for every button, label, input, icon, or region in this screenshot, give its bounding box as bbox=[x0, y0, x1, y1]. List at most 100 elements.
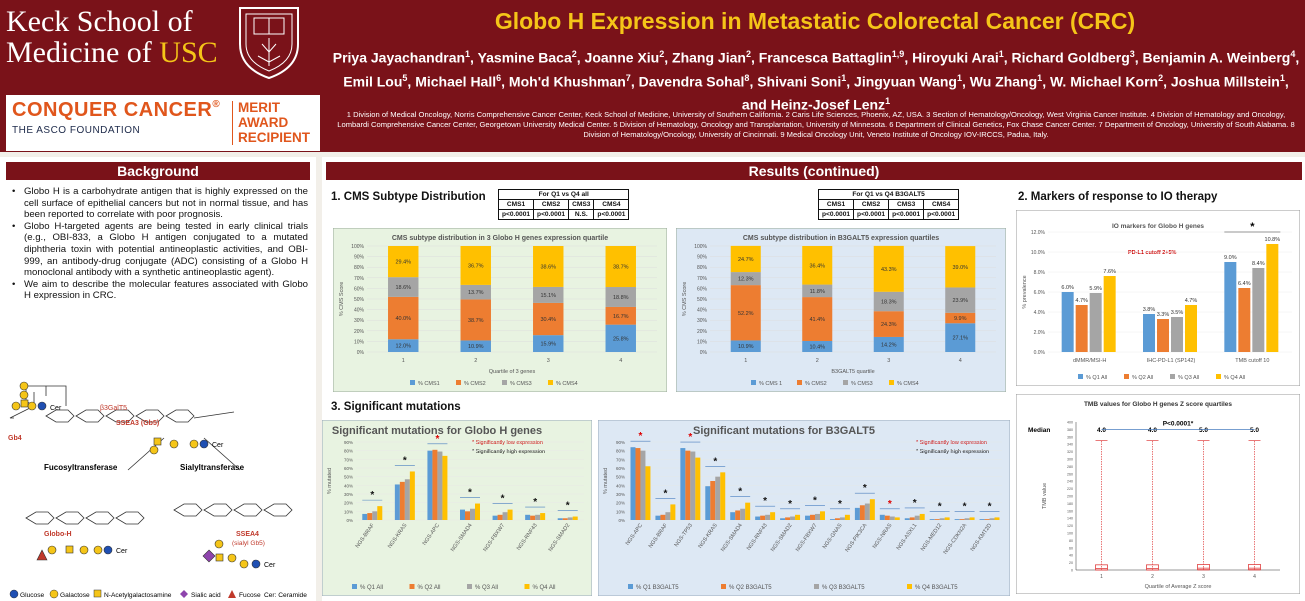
x-tick-label: 3 bbox=[887, 358, 890, 364]
background-list: Globo H is a carbohydrate antigen that i… bbox=[10, 186, 308, 302]
table2-title: For Q1 vs Q4 B3GALT5 bbox=[817, 189, 960, 200]
y-tick-label: 20% bbox=[354, 329, 365, 335]
x-tick-label: 2 bbox=[1151, 574, 1154, 580]
box bbox=[1146, 564, 1159, 571]
chart-background bbox=[1016, 394, 1300, 594]
table-head: CMS2 bbox=[533, 199, 570, 210]
cms-chart-b3galt5: CMS subtype distribution in B3GALT5 expr… bbox=[676, 228, 1006, 392]
table-cell: N.S. bbox=[568, 209, 595, 220]
keck-usc-logo: Keck School of Medicine of USC bbox=[6, 6, 218, 68]
legend-swatch bbox=[548, 380, 553, 385]
author-affil-num: 1 bbox=[465, 49, 471, 59]
x-tick-label: 2 bbox=[474, 358, 477, 364]
author-affil-num: 2 bbox=[1158, 72, 1164, 83]
legend-label: % CMS3 bbox=[851, 381, 873, 387]
stacked-bar-segment bbox=[730, 340, 761, 352]
bar bbox=[720, 472, 726, 520]
legend-swatch bbox=[524, 584, 530, 589]
stacked-bar-segment bbox=[945, 246, 976, 288]
data-label: 9.0% bbox=[1224, 255, 1237, 261]
y-axis-label: TMB value bbox=[1042, 483, 1048, 509]
bar bbox=[1061, 292, 1074, 352]
legend-swatch bbox=[1216, 374, 1221, 379]
bar bbox=[984, 519, 990, 520]
legend-label: % Q2 All bbox=[1132, 375, 1153, 381]
y-tick-label: 12.0% bbox=[1031, 230, 1046, 236]
data-label: 13.7% bbox=[468, 290, 484, 296]
data-label: 36.7% bbox=[468, 263, 484, 269]
legend-label: % Q2 B3GALT5 bbox=[729, 585, 772, 591]
y-tick-label: 4.0% bbox=[1034, 310, 1046, 316]
stacked-bar-segment bbox=[388, 246, 419, 278]
author-name: W. Michael Korn bbox=[1049, 73, 1159, 90]
author-affil-num: 6 bbox=[496, 72, 502, 83]
bar bbox=[665, 512, 671, 520]
y-tick-label: 100 bbox=[1067, 532, 1073, 536]
section-cms-title: 1. CMS Subtype Distribution bbox=[331, 191, 486, 203]
significance-marker: * bbox=[963, 501, 967, 512]
bar bbox=[1185, 305, 1197, 352]
significance-marker: * bbox=[938, 501, 942, 512]
stacked-bar-segment bbox=[605, 246, 636, 288]
bar bbox=[909, 517, 915, 520]
x-tick-label: dMMR/MSI-H bbox=[1073, 358, 1106, 364]
significance-marker: * bbox=[403, 455, 407, 466]
x-axis-label: B3GALT5 quartile bbox=[831, 369, 874, 375]
stacked-bar-segment bbox=[460, 284, 491, 300]
stacked-bar-segment bbox=[605, 287, 636, 307]
bar bbox=[367, 513, 373, 520]
data-label: 27.1% bbox=[952, 336, 968, 342]
y-tick-label: 10% bbox=[344, 509, 353, 514]
x-tick-label: 3 bbox=[547, 358, 550, 364]
bar bbox=[1143, 314, 1155, 352]
significance-marker: * bbox=[663, 488, 667, 499]
y-tick-label: 140 bbox=[1067, 517, 1073, 521]
globo-h-label: Globo-H bbox=[44, 531, 72, 538]
bar bbox=[884, 515, 890, 520]
table-head: CMS4 bbox=[923, 199, 960, 210]
data-label: 3.5% bbox=[1171, 310, 1184, 316]
bar bbox=[525, 514, 531, 520]
legend-galnac: N-Acetylgalactosamine bbox=[104, 592, 172, 599]
author-affil-num: 1 bbox=[841, 72, 847, 83]
table-head: CMS3 bbox=[888, 199, 925, 210]
ssea4-label: SSEA4 bbox=[236, 531, 259, 538]
bar bbox=[730, 512, 736, 520]
table-head: CMS3 bbox=[568, 199, 595, 210]
data-label: 38.7% bbox=[468, 318, 484, 324]
section-mutations-title: 3. Significant mutations bbox=[331, 401, 461, 413]
legend-label: % CMS 1 bbox=[759, 381, 782, 387]
author-affil-num: 4 bbox=[1290, 49, 1296, 59]
y-tick-label: 60% bbox=[344, 466, 353, 471]
bar bbox=[1238, 288, 1251, 352]
x-tick-label: 4 bbox=[619, 358, 622, 364]
y-tick-label: 80 bbox=[1069, 539, 1073, 543]
significance-marker: * bbox=[738, 487, 742, 498]
data-label: 3.8% bbox=[1143, 307, 1156, 313]
data-label: 10.4% bbox=[809, 344, 825, 350]
legend-label: % CMS4 bbox=[556, 381, 578, 387]
bar bbox=[785, 517, 791, 520]
background-heading: Background bbox=[6, 162, 310, 180]
bar bbox=[685, 450, 691, 520]
significance-marker: * bbox=[501, 494, 505, 505]
stacked-bar-segment bbox=[802, 340, 833, 352]
y-axis-label: % CMS Score bbox=[682, 282, 688, 317]
bar bbox=[695, 457, 701, 520]
merit-line2: AWARD bbox=[238, 115, 289, 130]
bar bbox=[680, 448, 686, 520]
y-tick-label: 60% bbox=[354, 286, 365, 292]
data-label: 16.7% bbox=[613, 314, 629, 320]
bar bbox=[670, 504, 676, 520]
glycan-legend: Glucose Galactose N-Acetylgalactosamine … bbox=[9, 589, 307, 599]
bar bbox=[427, 450, 433, 520]
legend-label: % CMS1 bbox=[418, 381, 440, 387]
y-tick-label: 400 bbox=[1067, 421, 1073, 425]
y-tick-label: 240 bbox=[1067, 480, 1073, 484]
merit-line3: RECIPIENT bbox=[238, 130, 311, 145]
significance-marker: * bbox=[713, 456, 717, 467]
io-markers-chart: IO markers for Globo H genes PD-L1 cutoff… bbox=[1016, 210, 1300, 386]
bar bbox=[919, 513, 925, 520]
y-tick-label: 10% bbox=[697, 339, 708, 345]
data-label: 39.0% bbox=[952, 265, 968, 271]
